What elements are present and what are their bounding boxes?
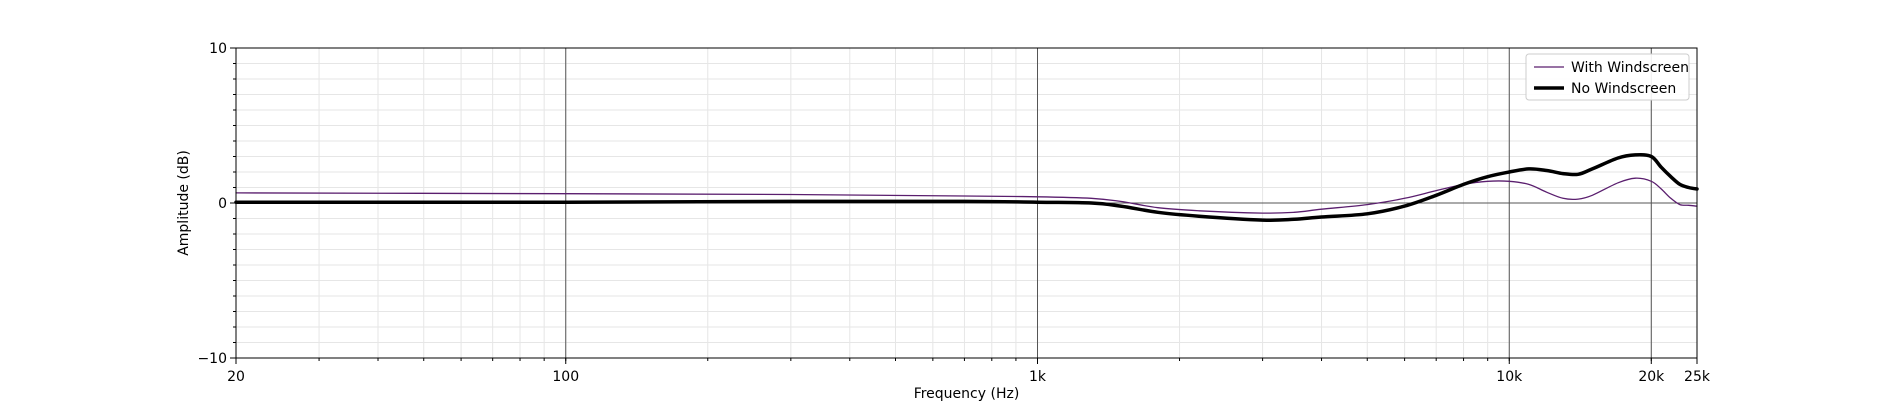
legend-box — [1525, 53, 1690, 101]
tick-marks — [230, 47, 1698, 364]
legend-label-no-windscreen: No Windscreen — [1571, 81, 1676, 97]
y-tick-label: 0 — [218, 196, 227, 212]
x-tick-label: 10k — [1496, 369, 1523, 385]
x-tick-label: 25k — [1684, 369, 1711, 385]
legend: With Windscreen No Windscreen — [1525, 53, 1690, 101]
series-layer — [234, 153, 1699, 223]
y-tick-label: 10 — [209, 41, 227, 57]
y-tick-label: −10 — [197, 351, 227, 367]
y-axis-label: Amplitude (dB) — [176, 150, 192, 256]
y-tick-labels: −10 0 10 — [197, 41, 227, 367]
series-line-with-windscreen — [235, 177, 1698, 214]
x-tick-label: 100 — [552, 369, 579, 385]
x-axis-label: Frequency (Hz) — [914, 386, 1020, 401]
x-tick-label: 1k — [1029, 369, 1047, 385]
legend-label-with-windscreen: With Windscreen — [1571, 60, 1689, 76]
series-line-no-windscreen — [234, 153, 1699, 223]
x-tick-labels: 20 100 1k 10k 20k 25k — [227, 369, 1711, 385]
x-tick-label: 20 — [227, 369, 245, 385]
x-tick-label: 20k — [1638, 369, 1665, 385]
